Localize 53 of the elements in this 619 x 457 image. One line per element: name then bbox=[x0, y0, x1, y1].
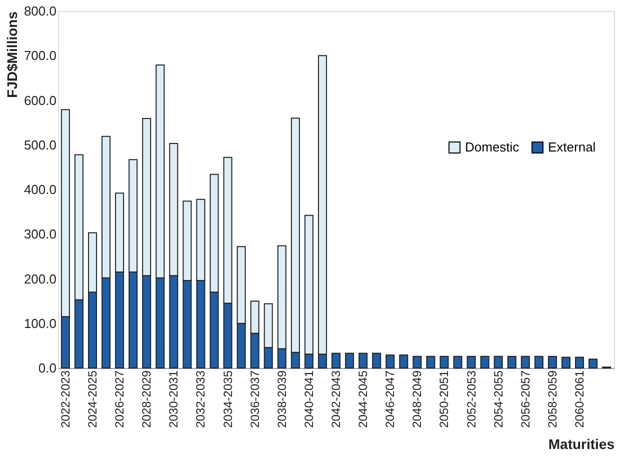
y-tick-label: 600.0 bbox=[24, 92, 56, 108]
y-tick-label: 800.0 bbox=[24, 4, 56, 18]
bar bbox=[548, 356, 557, 368]
x-tick-label: 2052-2053 bbox=[464, 370, 478, 428]
x-tick-label: 2036-2037 bbox=[248, 370, 262, 428]
bar bbox=[440, 356, 449, 368]
bar bbox=[358, 352, 368, 368]
legend-label: External bbox=[548, 140, 596, 155]
bar bbox=[412, 356, 422, 368]
x-tick-label: 2058-2059 bbox=[545, 370, 560, 428]
bar bbox=[453, 356, 462, 368]
x-tick-label: 2022-2023 bbox=[58, 370, 72, 428]
y-tick-label: 0.0 bbox=[38, 360, 56, 376]
bar bbox=[426, 356, 436, 368]
bar bbox=[480, 356, 490, 368]
y-tick-label: 100.0 bbox=[24, 316, 56, 331]
x-tick-label: 2044-2045 bbox=[356, 370, 370, 428]
bar bbox=[332, 352, 340, 368]
x-tick-label: 2026-2027 bbox=[112, 370, 127, 428]
bar bbox=[561, 356, 570, 368]
x-tick-label: 2048-2049 bbox=[410, 370, 424, 428]
bar bbox=[534, 356, 544, 368]
x-tick-label: 2032-2033 bbox=[194, 370, 208, 428]
y-axis-title: FJD$Millions bbox=[4, 11, 20, 98]
bar bbox=[372, 352, 382, 368]
bar bbox=[588, 358, 598, 368]
x-tick-label: 2030-2031 bbox=[166, 370, 181, 428]
x-tick-label: 2042-2043 bbox=[329, 370, 343, 428]
bar bbox=[399, 354, 408, 368]
bar bbox=[507, 356, 516, 368]
x-tick-label: 2056-2057 bbox=[518, 370, 532, 428]
y-tick-label: 500.0 bbox=[24, 137, 56, 152]
x-tick-label: 2040-2041 bbox=[302, 370, 316, 428]
bar bbox=[345, 352, 354, 368]
x-tick-label: 2028-2029 bbox=[140, 370, 154, 428]
bar bbox=[386, 354, 395, 368]
legend-label: Domestic bbox=[465, 140, 520, 155]
bar bbox=[575, 356, 584, 368]
bar bbox=[494, 356, 503, 368]
x-tick-label: 2024-2025 bbox=[85, 370, 100, 428]
x-tick-label: 2046-2047 bbox=[383, 370, 398, 428]
x-tick-label: 2034-2035 bbox=[220, 370, 235, 428]
y-tick-label: 700.0 bbox=[24, 48, 56, 64]
bar bbox=[520, 356, 530, 368]
x-tick-label: 2060-2061 bbox=[572, 370, 587, 428]
bar bbox=[466, 356, 476, 368]
x-tick-label: 2038-2039 bbox=[274, 370, 289, 428]
x-tick-label: 2054-2055 bbox=[491, 370, 506, 428]
x-axis-title: Maturities bbox=[548, 436, 615, 452]
x-tick-label: 2050-2051 bbox=[437, 370, 452, 428]
y-tick-label: 400.0 bbox=[24, 182, 56, 197]
y-tick-label: 200.0 bbox=[24, 271, 56, 286]
y-tick-label: 300.0 bbox=[24, 226, 56, 242]
